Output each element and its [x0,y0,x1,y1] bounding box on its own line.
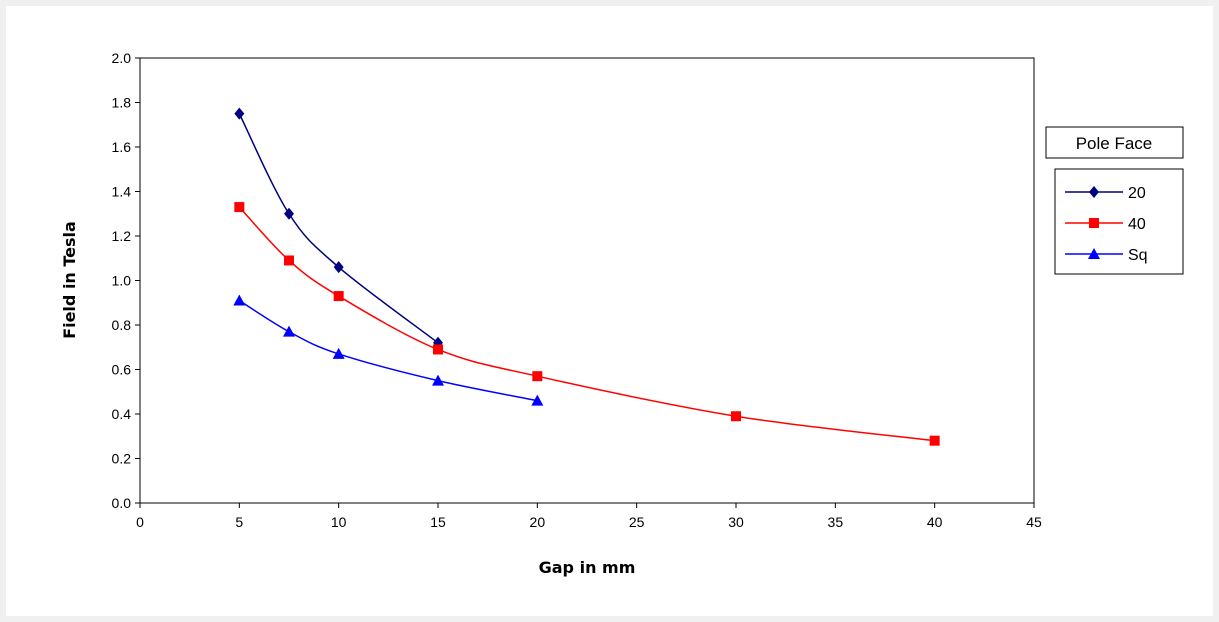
legend-marker [1089,186,1099,198]
legend-title: Pole Face [1076,134,1153,153]
y-tick-label: 1.6 [112,139,132,155]
x-tick-label: 45 [1026,514,1042,530]
x-tick-label: 40 [927,514,943,530]
data-point [531,394,544,406]
legend-title-box [1045,126,1184,159]
x-tick-label: 25 [629,514,645,530]
y-tick-label: 1.8 [112,95,132,111]
x-tick-label: 20 [530,514,546,530]
legend-entry: 20 [1065,185,1146,202]
x-tick-label: 35 [828,514,844,530]
x-tick-label: 0 [136,514,144,530]
x-tick-label: 5 [235,514,243,530]
legend-marker [1089,218,1099,228]
legend: Pole Face 20 40 Sq [1045,126,1184,275]
chart-area: 0.0 0.2 0.4 0.6 0.8 1.0 1.2 1.4 1.6 1.8 2.0 0 5 10 15… [6,6,1213,616]
series-line [238,299,538,402]
data-point [333,261,344,274]
data-point [234,107,245,120]
data-point [333,291,344,302]
y-tick-label: 0.8 [112,317,132,333]
data-point [284,255,294,266]
y-tick-label: 0.2 [112,451,132,467]
x-tick-label: 15 [430,514,446,530]
data-point [929,435,940,446]
data-point [332,347,345,359]
y-tick-label: 2.0 [112,50,132,66]
x-tick-label: 10 [331,514,347,530]
y-tick-label: 0.0 [112,495,132,511]
y-tick-label: 1.4 [112,184,132,200]
y-tick-label: 1.0 [112,273,132,289]
legend-entries: 20 40 Sq [1065,185,1148,264]
x-axis: 0 5 10 15 20 25 30 35 40 45 [136,503,1042,530]
legend-label: 40 [1128,216,1146,233]
series-line [238,113,439,344]
data-point [433,344,443,355]
data-point [284,207,294,220]
data-point [432,374,444,386]
legend-box [1054,168,1184,275]
y-tick-label: 0.6 [112,362,132,378]
y-axis-title: Field in Tesla [60,221,79,339]
data-point [283,325,295,337]
line-chart: 0.0 0.2 0.4 0.6 0.8 1.0 1.2 1.4 1.6 1.8 2.0 0 5 10 15… [60,50,1184,577]
series-Sq [233,294,544,406]
series-line [238,206,935,442]
data-point [731,411,741,422]
legend-label: Sq [1128,247,1148,264]
y-tick-label: 0.4 [112,406,132,422]
data-point [234,202,245,213]
legend-label: 20 [1128,185,1146,202]
data-point [233,294,246,306]
legend-marker [1088,248,1100,259]
x-axis-title: Gap in mm [539,558,636,577]
series-layer [233,107,940,446]
legend-entry: Sq [1065,247,1148,264]
data-point [532,371,543,382]
y-axis: 0.0 0.2 0.4 0.6 0.8 1.0 1.2 1.4 1.6 1.8 2.0 [112,50,140,511]
legend-entry: 40 [1065,216,1146,233]
y-tick-label: 1.2 [112,228,132,244]
plot-area [139,57,1035,504]
x-tick-label: 30 [728,514,744,530]
series-40 [234,202,940,446]
